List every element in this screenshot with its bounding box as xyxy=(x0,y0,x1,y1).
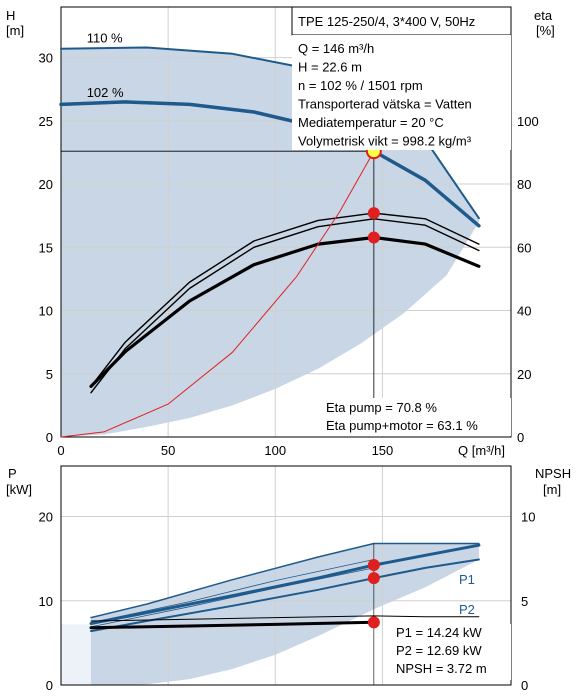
y-right-label-line: eta xyxy=(534,8,553,23)
x-tick-label: 0 xyxy=(57,443,64,458)
readout-box xyxy=(392,624,511,680)
power-point-marker-1 xyxy=(367,572,380,585)
readout-line: P1 = 14.24 kW xyxy=(396,625,482,640)
y-right-tick-label: 60 xyxy=(517,240,531,255)
info-line: Q = 146 m³/h xyxy=(298,41,374,56)
y-left-tick-label: 25 xyxy=(39,114,53,129)
bottom-y-left-label-line: [kW] xyxy=(6,482,32,497)
eta-line: Eta pump = 70.8 % xyxy=(326,400,437,415)
top-series-line-4 xyxy=(89,235,481,388)
y-right-tick-label: 40 xyxy=(517,304,531,319)
y-left-tick-label: 15 xyxy=(39,240,53,255)
y-left-tick-label: 10 xyxy=(39,304,53,319)
bottom-y-left-label-line: P xyxy=(8,466,17,481)
efficiency-point-marker-1 xyxy=(367,207,380,220)
top-series-line-3 xyxy=(90,218,480,394)
bottom-plot-frame xyxy=(60,465,512,686)
top-series-line-5 xyxy=(60,135,383,438)
y-left-tick-label: 5 xyxy=(46,367,53,382)
series-label-110: 110 % xyxy=(87,30,123,45)
bottom-series-line-6 xyxy=(90,615,480,622)
y-right-tick-label: 0 xyxy=(517,430,524,445)
info-line: H = 22.6 m xyxy=(298,60,362,75)
y-left-label-line: H xyxy=(6,8,15,23)
eta-box xyxy=(322,398,511,436)
info-line: Mediatemperatur = 20 °C xyxy=(298,115,444,130)
series-label-p1: P1 xyxy=(459,572,475,587)
series-label-p2: P2 xyxy=(459,602,475,617)
efficiency-point-marker-2 xyxy=(367,231,380,244)
bottom-y-right-label-line: [m] xyxy=(543,482,561,497)
eta-line: Eta pump+motor = 63.1 % xyxy=(326,418,478,433)
top-plot-frame xyxy=(60,6,512,438)
y-left-tick-label: 20 xyxy=(39,177,53,192)
info-line: Transporterad vätska = Vatten xyxy=(298,97,472,112)
y-right-label-line: [%] xyxy=(536,23,555,38)
bottom-y-right-label-line: NPSH xyxy=(535,466,571,481)
power-point-marker-0 xyxy=(367,559,380,572)
y-right-tick-label: 100 xyxy=(517,114,539,129)
x-tick-label: 150 xyxy=(372,443,394,458)
bottom-series-line-4 xyxy=(90,567,375,628)
bottom-y-right-tick-label: 0 xyxy=(521,678,528,693)
readout-line: NPSH = 3.72 m xyxy=(396,661,487,676)
bottom-y-left-tick-label: 0 xyxy=(46,678,53,693)
x-tick-label: 50 xyxy=(161,443,175,458)
series-label-102: 102 % xyxy=(87,85,124,100)
bottom-series-line-2 xyxy=(90,542,480,619)
info-box xyxy=(292,35,511,150)
x-axis-label: Q [m³/h] xyxy=(458,443,505,458)
readout-line: P2 = 12.69 kW xyxy=(396,643,482,658)
y-left-tick-label: 30 xyxy=(39,51,53,66)
bottom-y-right-tick-label: 10 xyxy=(521,510,535,525)
bottom-series-line-5 xyxy=(89,620,376,630)
bottom-y-left-tick-label: 10 xyxy=(39,594,53,609)
bottom-y-left-tick-label: 20 xyxy=(39,510,53,525)
top-series-line-1 xyxy=(59,100,481,228)
y-left-label-line: [m] xyxy=(6,23,24,38)
bottom-series-line-1 xyxy=(90,558,480,633)
info-line: n = 102 % / 1501 rpm xyxy=(298,78,423,93)
y-left-tick-label: 0 xyxy=(46,430,53,445)
bottom-series-line-0 xyxy=(89,543,481,625)
bottom-envelope xyxy=(91,543,479,685)
x-tick-label: 100 xyxy=(264,443,286,458)
info-line: Volymetrisk vikt = 998.2 kg/m³ xyxy=(298,134,472,149)
y-right-tick-label: 20 xyxy=(517,367,531,382)
y-right-tick-label: 80 xyxy=(517,177,531,192)
top-series-line-2 xyxy=(90,212,480,388)
bottom-series-line-3 xyxy=(90,559,375,624)
power-point-marker-2 xyxy=(367,616,380,629)
chart-title: TPE 125-250/4, 3*400 V, 50Hz xyxy=(298,14,475,29)
bottom-envelope-left xyxy=(61,624,91,685)
bottom-y-right-tick-label: 5 xyxy=(521,594,528,609)
